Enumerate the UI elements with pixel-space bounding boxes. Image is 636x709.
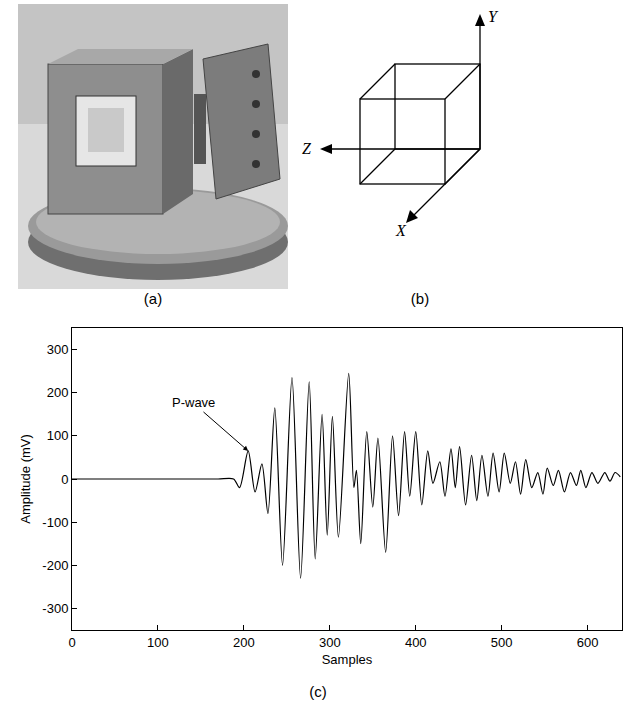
svg-text:300: 300	[319, 635, 341, 650]
svg-text:-100: -100	[42, 515, 68, 530]
svg-text:200: 200	[47, 385, 69, 400]
svg-text:Amplitude (mV): Amplitude (mV)	[18, 434, 33, 524]
svg-text:100: 100	[47, 428, 69, 443]
html-text:(c): (c)	[309, 683, 327, 700]
html-text:(b): (b)	[410, 290, 430, 307]
svg-text:X: X	[395, 222, 407, 239]
svg-text:500: 500	[491, 635, 513, 650]
html-text:(a): (a)	[143, 290, 163, 307]
svg-text:0: 0	[61, 472, 68, 487]
svg-text:300: 300	[47, 342, 69, 357]
svg-text:-300: -300	[42, 601, 68, 616]
svg-text:P-wave: P-wave	[172, 395, 215, 410]
svg-text:600: 600	[577, 635, 599, 650]
svg-text:Y: Y	[488, 8, 499, 25]
svg-text:-200: -200	[42, 558, 68, 573]
svg-text:0: 0	[68, 635, 75, 650]
svg-text:Samples: Samples	[322, 652, 373, 667]
svg-text:400: 400	[405, 635, 427, 650]
svg-text:Z: Z	[302, 140, 312, 157]
svg-text:100: 100	[147, 635, 169, 650]
svg-text:200: 200	[233, 635, 255, 650]
